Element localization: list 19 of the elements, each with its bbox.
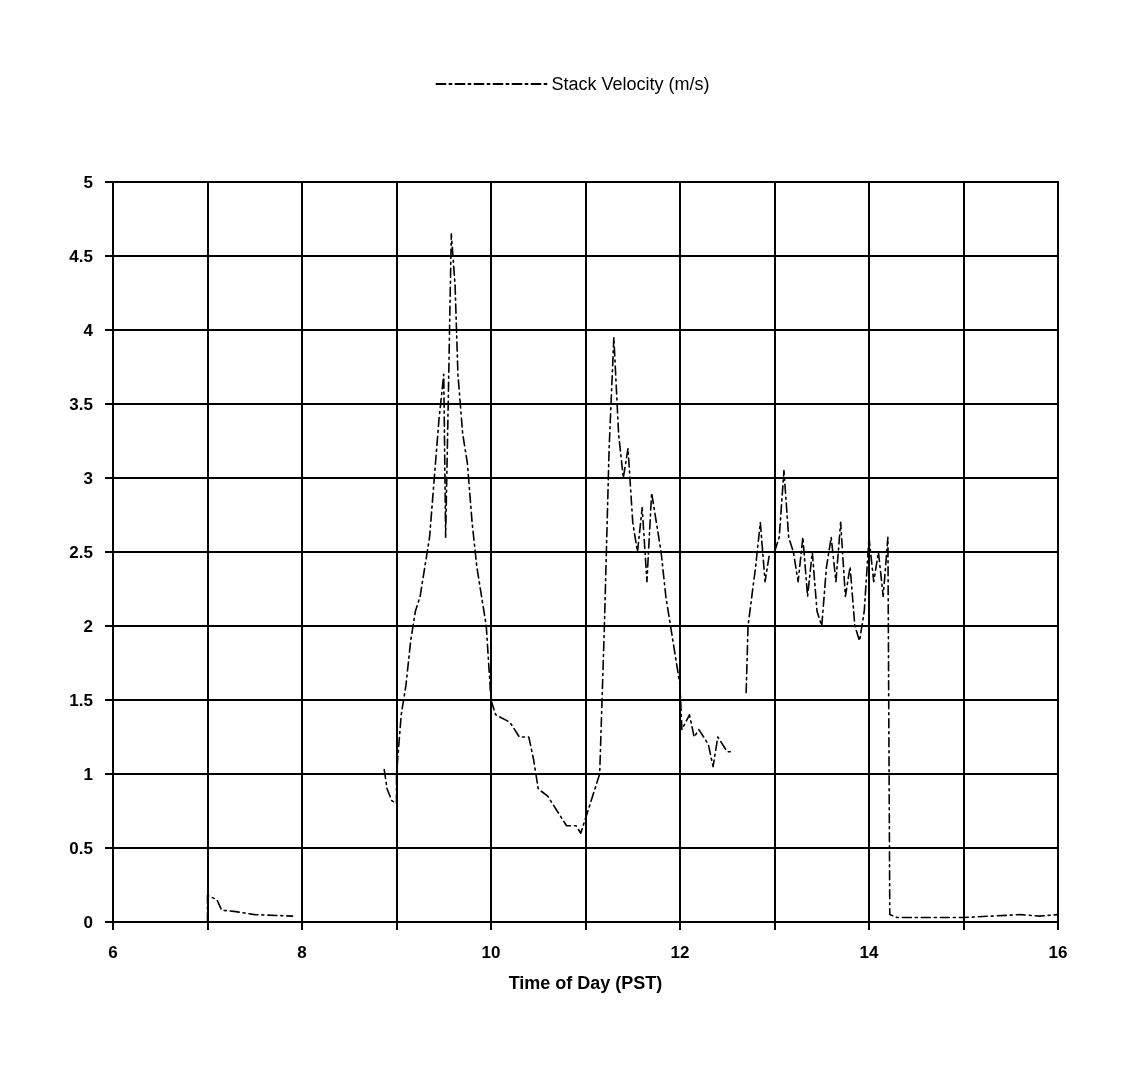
y-tick-label: 1 xyxy=(83,764,93,784)
x-tick-label: 10 xyxy=(481,943,501,962)
y-tick-label: 1.5 xyxy=(69,690,93,710)
y-tick-label: 3.5 xyxy=(69,394,93,414)
y-tick-label: 2 xyxy=(83,616,93,636)
y-tick-label: 3 xyxy=(83,468,93,488)
x-tick-label: 16 xyxy=(1048,943,1068,962)
y-tick-label: 2.5 xyxy=(69,542,93,562)
x-tick-label: 12 xyxy=(670,943,690,962)
text: Stack Velocity (m/s) xyxy=(551,74,710,94)
y-tick-label: 5 xyxy=(83,172,93,192)
y-tick-label: 4.5 xyxy=(69,246,93,266)
y-tick-label: 0.5 xyxy=(69,838,93,858)
x-tick-label: 14 xyxy=(859,943,879,962)
y-tick-label: 0 xyxy=(83,912,93,932)
x-tick-label: 6 xyxy=(108,943,118,962)
y-tick-label: 4 xyxy=(83,320,94,340)
x-axis-title: Time of Day (PST) xyxy=(508,973,663,993)
x-tick-label: 8 xyxy=(297,943,307,962)
